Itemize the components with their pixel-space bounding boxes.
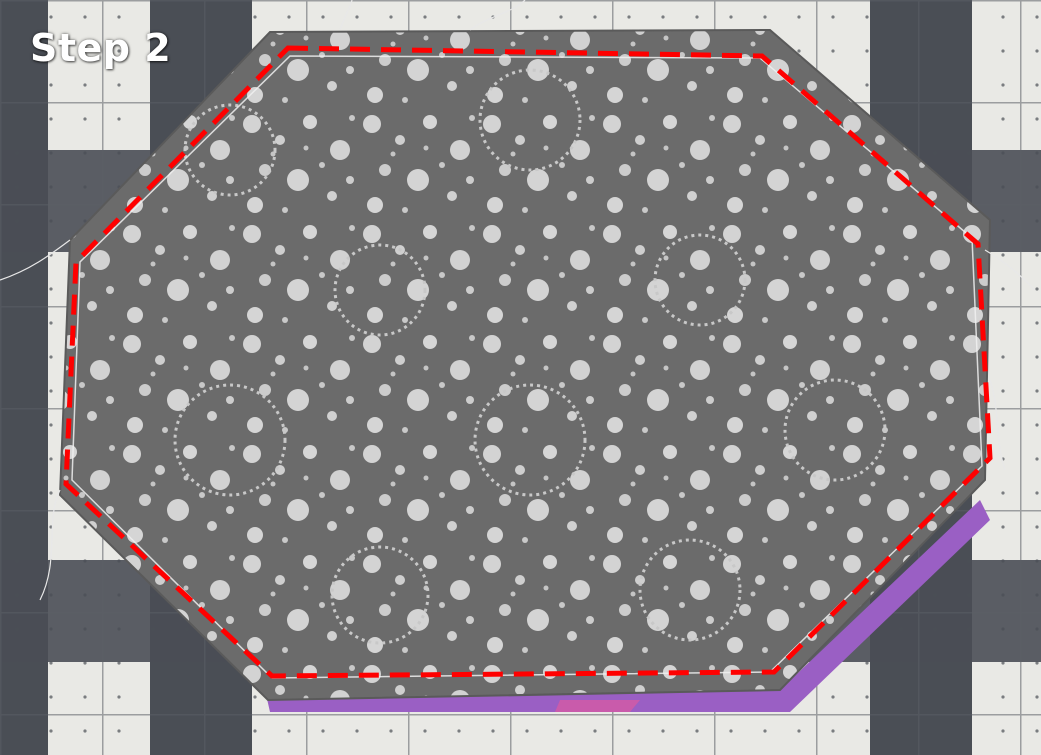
loose-thread xyxy=(339,0,353,31)
loose-thread xyxy=(989,379,1006,471)
fabric-medallion xyxy=(333,243,427,337)
fabric-medallion xyxy=(473,383,587,497)
red-dashed-stitch-guide xyxy=(63,45,993,679)
fabric-medallion xyxy=(478,68,582,172)
fabric-medallion xyxy=(183,103,277,197)
loose-thread xyxy=(984,249,1036,291)
loose-thread xyxy=(469,0,526,31)
fabric-medallion xyxy=(330,545,430,645)
fabric-medallion xyxy=(173,383,287,497)
backing-fabric-pink xyxy=(555,700,640,712)
fabric-medallion xyxy=(783,378,887,482)
loose-thread xyxy=(39,489,61,601)
fabric-medallion xyxy=(638,538,742,642)
step-caption: Step 2 xyxy=(30,26,172,70)
fabric-panel xyxy=(58,28,992,702)
fabric-medallion xyxy=(653,233,747,327)
loose-thread xyxy=(0,239,71,281)
